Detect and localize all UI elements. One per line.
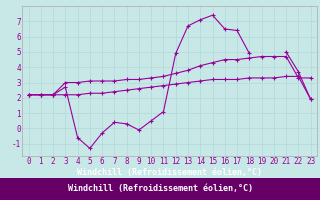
Text: Windchill (Refroidissement éolien,°C): Windchill (Refroidissement éolien,°C) — [68, 184, 252, 194]
X-axis label: Windchill (Refroidissement éolien,°C): Windchill (Refroidissement éolien,°C) — [77, 168, 262, 177]
